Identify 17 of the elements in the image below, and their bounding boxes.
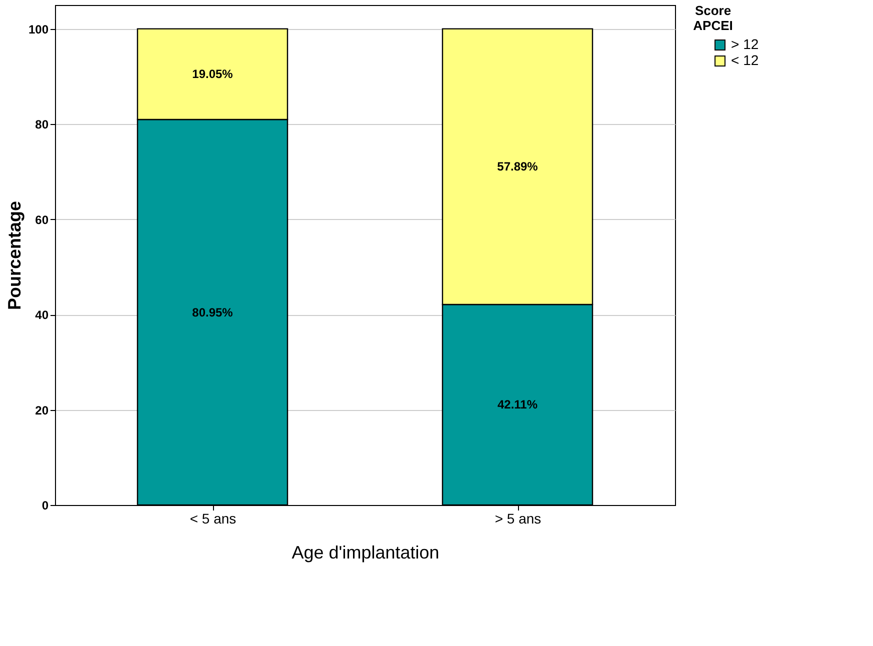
y-tick-label: 0 (42, 498, 49, 512)
y-axis-title: Pourcentage (4, 200, 24, 310)
data-label: 57.89% (497, 160, 538, 174)
x-tick-label: > 5 ans (494, 510, 542, 526)
y-tick-label: 60 (35, 212, 49, 227)
y-tick-label: 20 (35, 403, 49, 418)
data-label: 80.95% (192, 305, 234, 320)
y-tick-label: 100 (28, 22, 49, 36)
y-tick-label: 80 (35, 118, 49, 132)
x-tick-label: < 5 ans (190, 510, 236, 526)
x-axis-title: Age d'implantation (292, 542, 440, 562)
data-label: 42.11% (497, 398, 538, 412)
legend-label: > 12 (731, 36, 759, 52)
data-label: 19.05% (192, 67, 234, 82)
y-tick-label: 40 (35, 308, 49, 322)
legend-title: Score APCEI (693, 3, 733, 33)
legend-label: < 12 (731, 52, 759, 68)
